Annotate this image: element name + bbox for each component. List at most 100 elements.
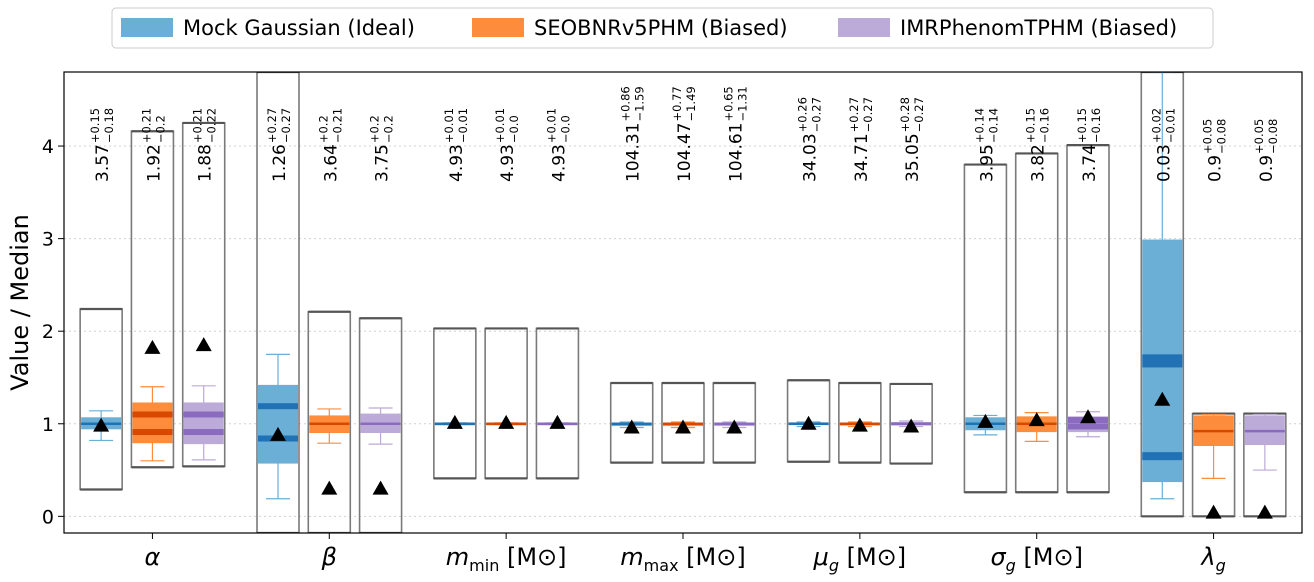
x-tick-label-subscript: min <box>469 556 499 575</box>
annotation-value: 34.71 <box>852 133 872 182</box>
x-tick-label: mmax [M⊙] <box>620 543 745 575</box>
truth-marker <box>269 426 286 441</box>
prior-range-box <box>1066 144 1110 494</box>
x-tick-label-subscript: g <box>829 556 839 575</box>
x-tick-label-unit: [M⊙] <box>499 543 566 571</box>
truth-marker <box>1154 391 1171 406</box>
annotation-value: 3.64 <box>321 144 341 182</box>
iqr-box <box>257 384 298 464</box>
prior-range-box <box>963 163 1008 494</box>
annotation-lower: −0.21 <box>330 108 344 143</box>
annotation-value: 104.61 <box>726 123 746 182</box>
annotation-lower: −0.27 <box>912 97 926 132</box>
annotation-value: 104.31 <box>624 123 644 182</box>
median-annotation: 1.26+0.27 −0.27 <box>265 108 293 182</box>
annotation-upper: +0.05 <box>1252 119 1266 154</box>
annotation-value: 1.92 <box>144 144 164 182</box>
truth-marker <box>446 414 463 429</box>
annotation-upper: +0.05 <box>1201 119 1215 154</box>
truth-marker <box>93 417 110 432</box>
truth-marker <box>851 417 868 432</box>
median-annotation: 0.9+0.05 −0.08 <box>1252 119 1280 182</box>
median-line-secondary <box>1068 423 1109 430</box>
annotation-upper: +0.65 <box>721 86 735 121</box>
annotation-upper: +0.14 <box>972 108 986 143</box>
truth-marker <box>977 413 994 428</box>
median-annotation: 104.47 +0.77 −1.49 <box>670 86 698 182</box>
annotation-value: 4.93 <box>447 144 467 182</box>
prior-range-box <box>433 327 477 480</box>
annotation-value: 4.93 <box>549 144 569 182</box>
annotation-value: 3.95 <box>977 144 997 182</box>
annotation-upper: +0.86 <box>619 86 633 121</box>
truth-marker <box>144 339 161 354</box>
annotation-upper: +0.2 <box>368 115 382 143</box>
annotation-upper: +0.27 <box>265 108 279 143</box>
median-annotation: 1.88+0.21 −0.22 <box>191 108 219 182</box>
x-tick-label: mmin [M⊙] <box>446 543 567 575</box>
annotation-lower: −0.01 <box>1163 108 1177 143</box>
x-tick-label-unit: [M⊙] <box>1016 543 1083 571</box>
truth-marker <box>498 414 515 429</box>
x-tick-label-symbol: α <box>145 543 161 571</box>
legend: Mock Gaussian (Ideal) SEOBNRv5PHM (Biased… <box>111 7 1214 49</box>
truth-marker <box>726 419 743 434</box>
annotation-value: 0.9 <box>1206 155 1226 182</box>
iqr-box <box>183 402 224 445</box>
x-tick-label-subscript: max <box>644 556 679 575</box>
annotation-lower: −0.0 <box>507 115 521 143</box>
annotation-upper: +0.2 <box>316 115 330 143</box>
annotation-value: 0.03 <box>1154 144 1174 182</box>
annotation-lower: −0.22 <box>205 108 219 143</box>
median-line-secondary <box>1142 452 1183 461</box>
legend-label: IMRPhenomTPHM (Biased) <box>900 16 1177 40</box>
iqr-box <box>132 402 173 444</box>
annotation-value: 35.05 <box>903 133 923 182</box>
median-annotation: 4.93+0.01 −0.01 <box>442 108 470 182</box>
x-tick-label: β <box>321 543 337 571</box>
x-tick-label-unit: [M⊙] <box>679 543 746 571</box>
y-tick-label: 4 <box>42 136 54 158</box>
truth-marker <box>675 419 691 434</box>
x-tick-label-subscript: g <box>1006 556 1016 575</box>
annotation-lower: −1.31 <box>735 86 749 121</box>
median-annotation: 4.93+0.01 −0.0 <box>544 108 572 182</box>
x-tick-label-symbol: μ <box>813 543 829 571</box>
annotation-value: 1.88 <box>196 144 216 182</box>
median-line-secondary <box>132 429 173 436</box>
annotation-lower: −0.08 <box>1266 119 1280 154</box>
median-annotation: 34.71+0.27 −0.27 <box>847 97 875 182</box>
annotation-lower: −0.14 <box>986 108 1000 143</box>
annotation-upper: +0.77 <box>670 86 684 121</box>
annotation-lower: −0.27 <box>279 108 293 143</box>
truth-marker <box>549 414 566 429</box>
legend-frame <box>111 7 1214 49</box>
x-tick-label-subscript: g <box>1216 556 1226 575</box>
truth-marker <box>195 337 212 352</box>
median-annotation: 1.92+0.21 −0.2 <box>139 108 167 182</box>
y-tick-label: 2 <box>42 321 54 343</box>
x-tick-label: σg [M⊙] <box>990 543 1083 575</box>
annotation-value: 4.93 <box>498 144 518 182</box>
annotation-value: 0.9 <box>1257 155 1277 182</box>
x-tick-label: λg <box>1199 543 1225 575</box>
annotation-lower: −0.0 <box>558 115 572 143</box>
plot-frame <box>63 71 1303 534</box>
median-annotation: 0.03+0.02 −0.01 <box>1149 108 1177 182</box>
annotation-lower: −0.16 <box>1038 108 1052 143</box>
annotation-upper: +0.21 <box>139 108 153 143</box>
y-tick-label: 0 <box>42 506 54 528</box>
median-line-primary <box>257 403 298 410</box>
median-annotation: 104.31 +0.86 −1.59 <box>619 86 647 182</box>
annotation-lower: −0.2 <box>382 115 396 143</box>
truth-marker <box>321 480 338 495</box>
legend-label: Mock Gaussian (Ideal) <box>183 16 415 40</box>
x-tick-label-symbol: m <box>620 543 643 571</box>
median-annotation: 3.75+0.2 −0.2 <box>368 115 396 182</box>
truth-marker <box>372 480 389 495</box>
truth-marker <box>1205 504 1222 519</box>
annotation-upper: +0.15 <box>1075 108 1089 143</box>
median-line-primary <box>132 411 173 418</box>
median-annotation: 35.05+0.28 −0.27 <box>898 97 926 182</box>
